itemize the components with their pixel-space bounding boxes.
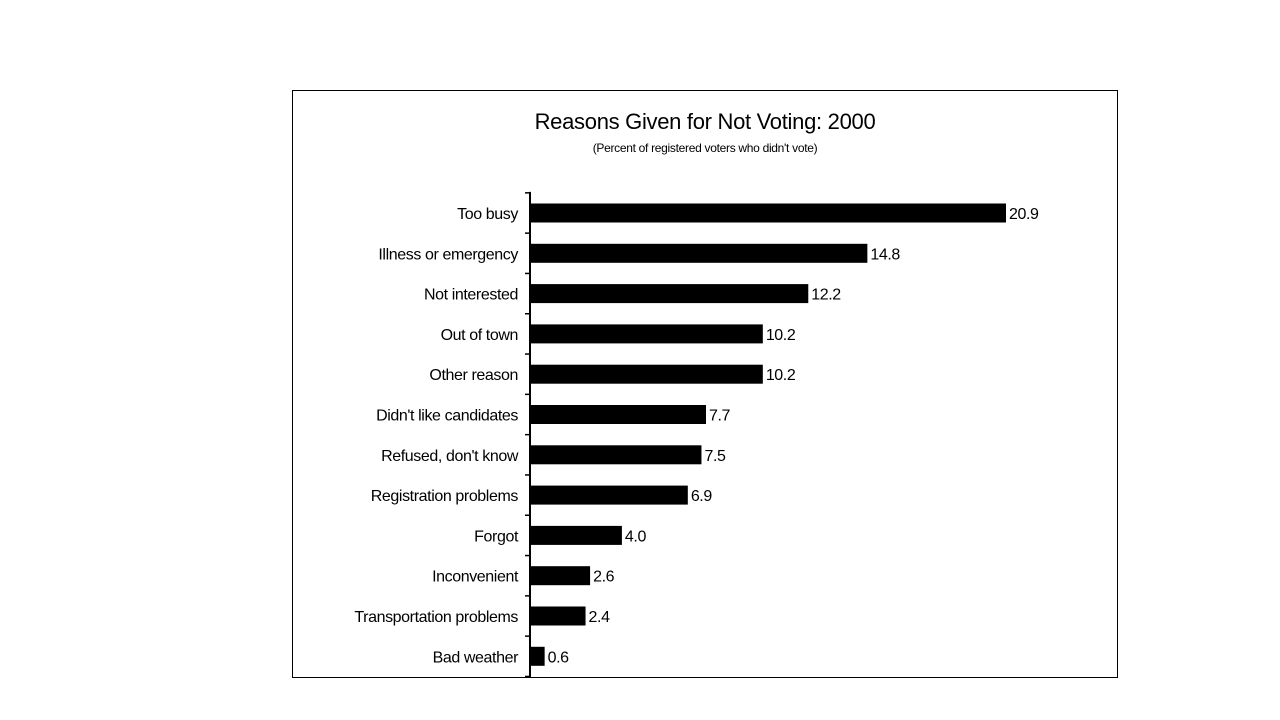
bar (531, 445, 702, 465)
category-label: Not interested (424, 287, 518, 304)
category-label: Refused, don't know (381, 448, 519, 465)
category-label: Other reason (429, 367, 518, 384)
bar (531, 364, 763, 384)
bar (531, 243, 868, 263)
bar (531, 606, 586, 626)
data-label: 12.2 (811, 287, 841, 304)
data-label: 2.4 (589, 609, 611, 626)
data-label: 7.5 (704, 448, 726, 465)
category-label: Inconvenient (432, 569, 519, 586)
bar-chart-plot: Too busy 20.9 Illness or emergency 14.8 Not … (354, 191, 1039, 677)
category-label: Out of town (441, 327, 518, 344)
data-label: 7.7 (709, 408, 731, 425)
chart-subtitle: (Percent of registered voters who didn't… (592, 141, 818, 155)
data-label: 4.0 (625, 528, 647, 545)
data-label: 2.6 (593, 569, 615, 586)
data-label: 6.9 (691, 488, 713, 505)
bar (531, 646, 545, 666)
category-label: Registration problems (371, 488, 519, 505)
data-label: 0.6 (548, 649, 570, 666)
bar (531, 405, 706, 424)
bar (531, 324, 763, 344)
bar (531, 485, 688, 505)
chart-frame: Reasons Given for Not Voting: 2000 (Perc… (292, 90, 1118, 678)
data-label: 14.8 (870, 246, 900, 263)
category-label: Illness or emergency (378, 246, 518, 263)
chart-title: Reasons Given for Not Voting: 2000 (534, 109, 876, 134)
category-label: Too busy (457, 206, 518, 223)
bar (531, 284, 809, 304)
data-label: 10.2 (766, 327, 796, 344)
category-label: Forgot (474, 528, 519, 545)
data-label: 20.9 (1009, 206, 1039, 223)
category-label: Bad weather (433, 649, 520, 666)
bar (531, 203, 1006, 223)
category-label: Transportation problems (354, 609, 518, 626)
bar (531, 525, 622, 545)
category-label: Didn't like candidates (376, 408, 518, 425)
bar (531, 566, 591, 586)
data-label: 10.2 (766, 367, 796, 384)
